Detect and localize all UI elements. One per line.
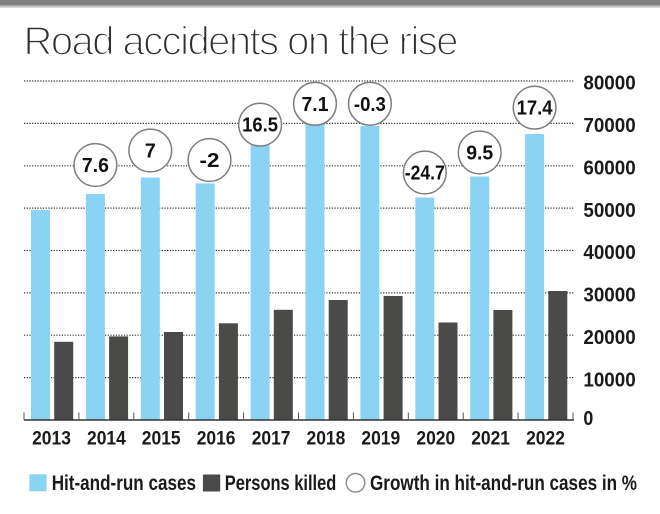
svg-text:70000: 70000 <box>583 115 635 137</box>
svg-text:2021: 2021 <box>471 427 510 449</box>
svg-text:9.5: 9.5 <box>466 142 493 165</box>
svg-text:-0.3: -0.3 <box>354 93 386 116</box>
svg-text:20000: 20000 <box>583 327 635 349</box>
svg-text:Persons killed: Persons killed <box>225 472 336 495</box>
svg-text:2015: 2015 <box>142 427 181 449</box>
svg-text:30000: 30000 <box>583 285 635 307</box>
svg-text:16.5: 16.5 <box>242 114 278 137</box>
svg-text:7.6: 7.6 <box>82 154 109 177</box>
svg-text:80000: 80000 <box>583 73 635 95</box>
svg-text:-24.7: -24.7 <box>405 162 445 185</box>
svg-text:2022: 2022 <box>526 427 565 449</box>
svg-text:Hit-and-run cases: Hit-and-run cases <box>52 472 196 495</box>
svg-text:2014: 2014 <box>87 427 126 449</box>
svg-text:50000: 50000 <box>583 200 635 222</box>
svg-text:2018: 2018 <box>307 427 346 449</box>
svg-text:2020: 2020 <box>416 427 455 449</box>
svg-text:Road accidents on the rise: Road accidents on the rise <box>24 20 459 64</box>
svg-text:0: 0 <box>583 408 593 430</box>
svg-text:2017: 2017 <box>252 427 291 449</box>
svg-text:2019: 2019 <box>361 427 400 449</box>
svg-text:60000: 60000 <box>583 157 635 179</box>
svg-text:40000: 40000 <box>583 242 635 264</box>
svg-text:2013: 2013 <box>32 427 71 449</box>
svg-text:17.4: 17.4 <box>517 97 554 120</box>
svg-text:2016: 2016 <box>197 427 236 449</box>
svg-text:-2: -2 <box>200 149 220 172</box>
svg-text:Growth in hit-and-run cases in: Growth in hit-and-run cases in % <box>370 472 637 495</box>
svg-text:7: 7 <box>145 140 156 163</box>
svg-text:10000: 10000 <box>583 369 635 391</box>
svg-text:7.1: 7.1 <box>302 93 329 116</box>
